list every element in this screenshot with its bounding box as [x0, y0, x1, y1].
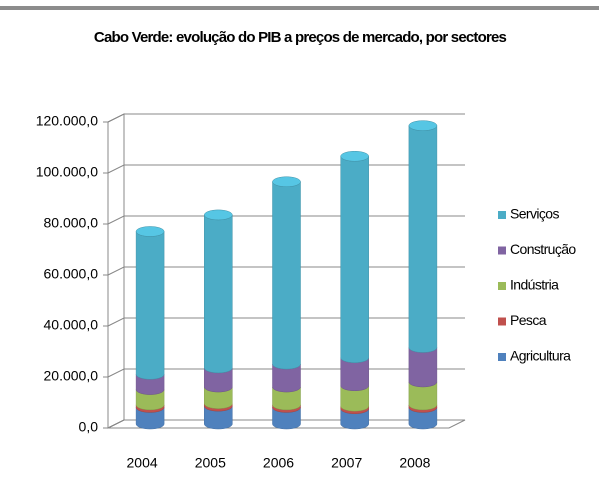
bar-segment: [408, 347, 438, 388]
top-border: [0, 6, 599, 10]
x-tick-label: 2008: [399, 455, 430, 471]
bar-cap: [340, 151, 369, 162]
legend-label: Agricultura: [510, 348, 571, 364]
legend-swatch: [498, 317, 506, 326]
bar-cap: [204, 209, 233, 221]
legend-swatch: [498, 282, 506, 290]
legend-label: Construção: [510, 241, 576, 257]
legend-label: Pesca: [510, 312, 547, 328]
y-tick-label: 20.000,0: [44, 368, 99, 384]
bar-segment: [408, 125, 438, 353]
bar-cap: [408, 120, 438, 131]
bar-cap: [272, 176, 301, 187]
y-tick-label: 40.000,0: [44, 317, 99, 333]
x-tick-label: 2004: [127, 455, 158, 471]
bar-segment: [204, 214, 233, 374]
y-tick-label: 100.000,0: [36, 164, 98, 180]
x-tick-label: 2007: [331, 455, 362, 471]
bar-segment: [272, 181, 301, 370]
legend-swatch: [498, 353, 506, 361]
x-tick-label: 2006: [263, 455, 294, 471]
grid-line: [107, 113, 465, 123]
legend-label: Indústria: [510, 277, 559, 293]
y-tick-label: 120.000,0: [36, 113, 98, 129]
legend-swatch: [498, 211, 506, 219]
y-tick-label: 0,0: [79, 419, 99, 435]
bar-cap: [135, 226, 165, 237]
bar-segment: [135, 231, 165, 380]
y-tick-label: 60.000,0: [44, 266, 99, 282]
bar-segment: [340, 156, 369, 363]
x-tick-label: 2005: [195, 455, 226, 471]
chart-title: Cabo Verde: evolução do PIB a preços de …: [93, 29, 507, 46]
y-tick-label: 80.000,0: [44, 215, 99, 231]
legend-swatch: [498, 246, 506, 255]
legend-label: Serviços: [510, 206, 559, 222]
